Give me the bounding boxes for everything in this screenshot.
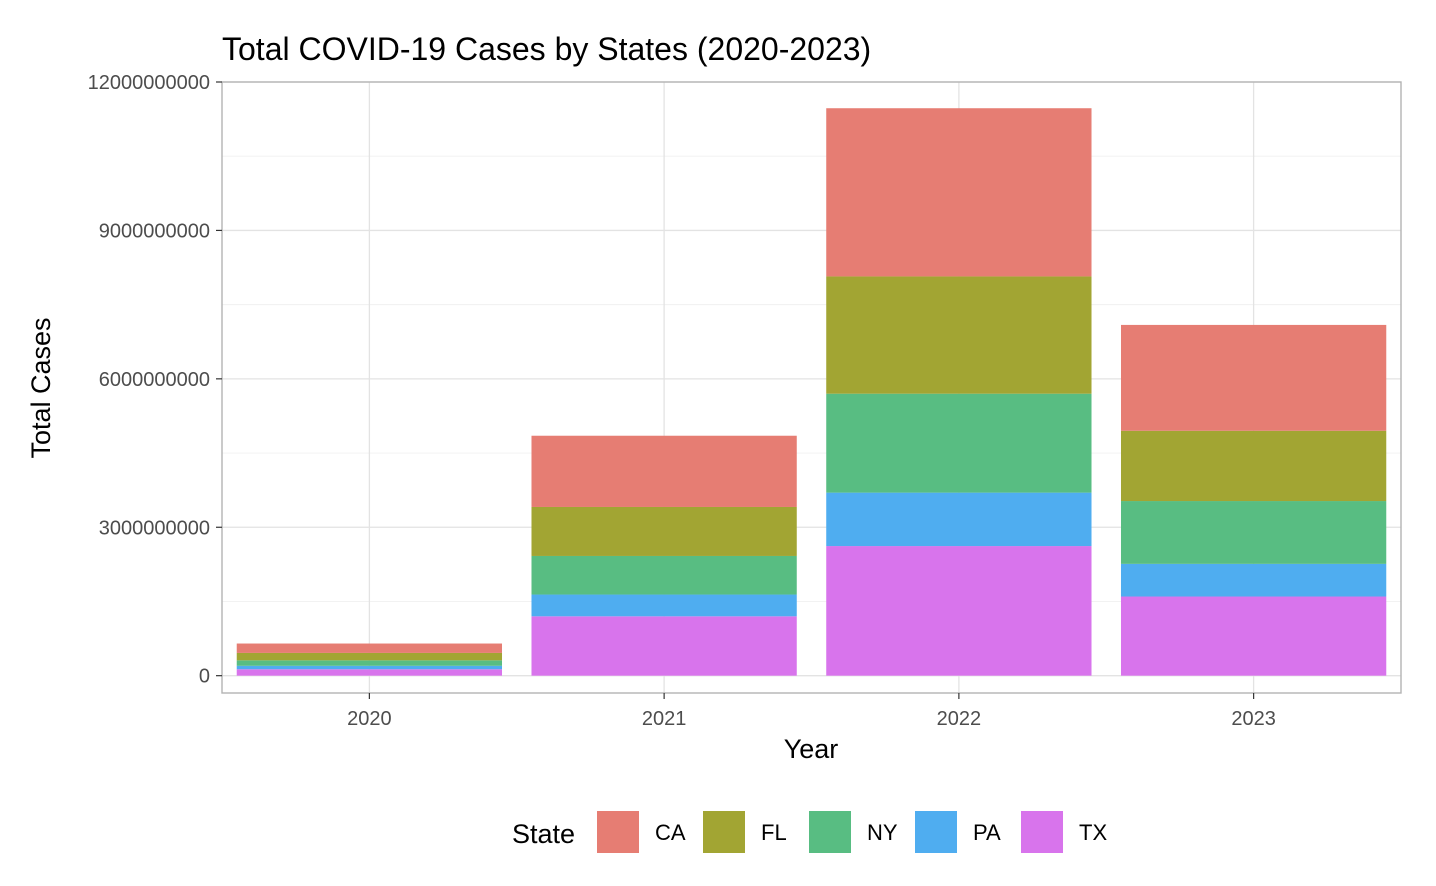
bar-tx-2022 (826, 546, 1092, 676)
bar-ny-2020 (236, 660, 503, 666)
bar-fl-2022 (826, 276, 1092, 394)
x-tick-label: 2023 (1231, 708, 1276, 730)
bar-ny-2022 (826, 393, 1092, 493)
legend-swatch-fl (703, 811, 745, 853)
x-axis-ticks: 2020 2021 2022 2023 (347, 693, 1276, 730)
bar-tx-2020 (236, 669, 503, 676)
bar-ny-2021 (531, 555, 797, 595)
legend-title: State (512, 819, 575, 849)
y-tick-label: 6000000000 (99, 369, 210, 391)
y-axis-label: Total Cases (26, 317, 56, 458)
plot-panel-border (221, 81, 1402, 694)
y-tick-label: 12000000000 (88, 72, 210, 94)
legend-swatch-pa (915, 811, 957, 853)
legend-swatch-ca (597, 811, 639, 853)
bar-ny-2023 (1120, 501, 1387, 564)
bar-pa-2021 (531, 594, 797, 617)
legend-items: CA FL NY PA TX (597, 811, 1107, 853)
y-axis-ticks: 0 3000000000 6000000000 9000000000 120000000… (88, 72, 222, 688)
legend-label-pa: PA (973, 820, 1001, 845)
legend-label-fl: FL (761, 820, 787, 845)
bar-tx-2023 (1120, 596, 1387, 676)
x-axis-label: Year (784, 734, 839, 764)
y-tick-label: 3000000000 (99, 517, 210, 539)
bar-ca-2020 (236, 643, 503, 653)
bar-pa-2022 (826, 492, 1092, 547)
chart-title: Total COVID-19 Cases by States (2020-202… (222, 31, 871, 67)
bar-pa-2020 (236, 665, 503, 670)
bar-fl-2021 (531, 506, 797, 556)
x-tick-label: 2020 (347, 708, 392, 730)
y-tick-label: 0 (199, 666, 210, 688)
legend-label-ny: NY (867, 820, 898, 845)
x-tick-label: 2022 (937, 708, 982, 730)
y-tick-label: 9000000000 (99, 220, 210, 242)
bar-fl-2020 (236, 652, 503, 661)
bars (236, 108, 1387, 676)
legend-label-ca: CA (655, 820, 686, 845)
bar-ca-2021 (531, 435, 797, 507)
bar-tx-2021 (531, 616, 797, 676)
bar-fl-2023 (1120, 430, 1387, 502)
legend: State CA FL NY PA TX (512, 811, 1107, 853)
legend-swatch-ny (809, 811, 851, 853)
legend-label-tx: TX (1079, 820, 1107, 845)
bar-pa-2023 (1120, 563, 1387, 597)
bar-ca-2023 (1120, 324, 1387, 431)
legend-swatch-tx (1021, 811, 1063, 853)
bar-ca-2022 (826, 108, 1092, 277)
x-tick-label: 2021 (642, 708, 687, 730)
